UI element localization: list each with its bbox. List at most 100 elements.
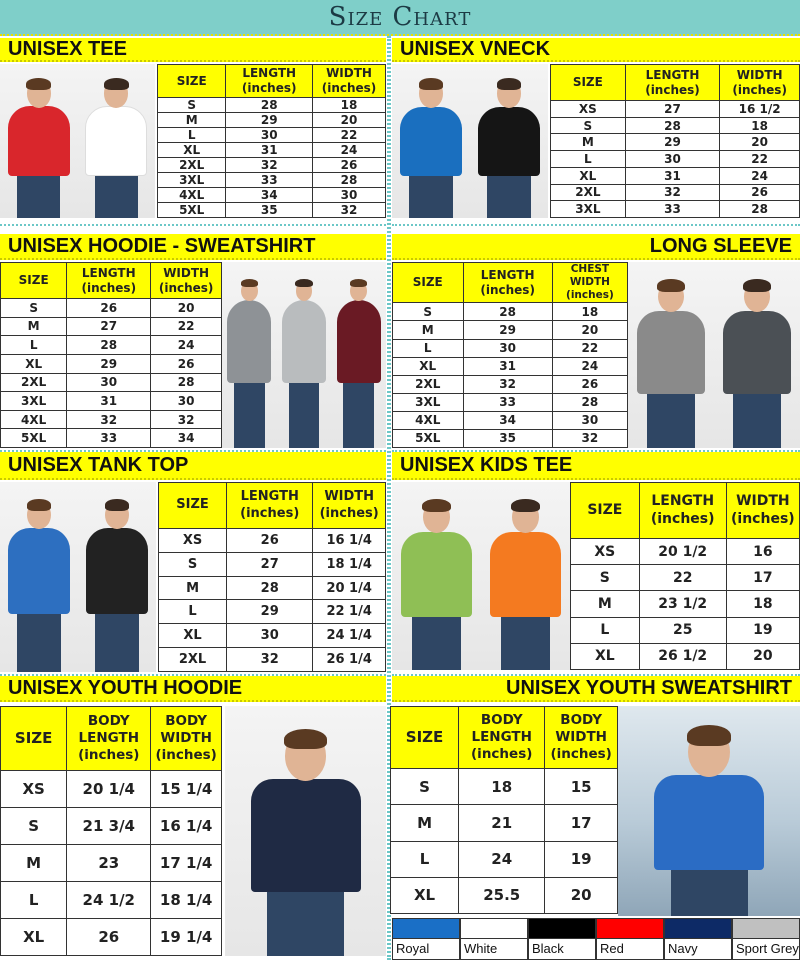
measurement-cell: 20 1/2 [638, 537, 727, 566]
section-divider [392, 450, 800, 460]
table-row: 4XL 32 32 [0, 409, 222, 430]
table-row: M 29 20 [156, 112, 386, 128]
section-title-text: LONG SLEEVE [649, 234, 792, 257]
column-header: WIDTH (inches) [719, 64, 800, 101]
measurement-cell: 30 [462, 338, 553, 358]
table-header-row: SIZE BODY LENGTH (inches) BODY WIDTH (inches… [389, 706, 618, 769]
measurement-cell: 34 [225, 187, 314, 203]
measurement-cell: 28 [226, 575, 314, 601]
page-title: Size Chart [328, 2, 472, 32]
measurement-cell: 32 [551, 428, 629, 449]
table-row: L 30 22 [156, 127, 386, 143]
measurement-cell: 26 [150, 353, 222, 374]
model-pants [17, 613, 61, 672]
model-shirt [636, 310, 706, 395]
table-row: M 29 20 [550, 133, 800, 152]
measurement-cell: 22 [719, 150, 800, 168]
table-row: L 30 22 [392, 338, 629, 358]
column-header-line: LENGTH [645, 67, 700, 82]
size-cell: S [389, 767, 460, 806]
measurement-cell: 24 [458, 840, 546, 878]
measurement-cell: 30 [66, 372, 152, 393]
measurement-cell: 33 [462, 392, 553, 412]
size-cell: L [392, 338, 464, 358]
size-cell: S [0, 807, 68, 845]
table-row: M 23 17 1/4 [0, 844, 222, 882]
column-header-line: (inches) [240, 505, 300, 521]
column-header: CHEST WIDTH (inches) [551, 261, 629, 304]
size-table-unisex-tee: SIZE LENGTH (inches) WIDTH (inches) S 28 18 M 29 2… [156, 64, 386, 218]
model-pants [500, 616, 551, 670]
size-table-unisex-vneck: SIZE LENGTH (inches) WIDTH (inches) XS 27 16 1/… [550, 64, 800, 218]
measurement-cell: 18 1/4 [150, 881, 222, 919]
model-photo-unisex-kids-tee [392, 482, 570, 670]
section-divider [392, 224, 800, 234]
table-row: 4XL 34 30 [156, 187, 386, 203]
model-hair [511, 498, 540, 513]
column-header: SIZE [392, 261, 464, 304]
model-pants [487, 175, 531, 218]
model-photo-unisex-tee [0, 64, 155, 218]
column-header-line: SIZE [572, 75, 603, 89]
table-row: L 24 19 [389, 840, 618, 878]
column-header: WIDTH (inches) [312, 482, 386, 529]
model-hair [687, 724, 731, 746]
model-hair [283, 728, 328, 750]
color-label: White [464, 941, 498, 956]
measurement-cell: 30 [551, 410, 629, 430]
column-header: SIZE [389, 706, 460, 769]
measurement-cell: 23 [66, 844, 152, 882]
measurement-cell: 18 [312, 97, 386, 113]
measurement-cell: 28 [150, 372, 222, 393]
table-row: M 29 20 [392, 320, 629, 340]
section-title-unisex-hoodie-sweatshirt: UNISEX HOODIE - SWEATSHIRT [0, 234, 386, 260]
model-shirt [7, 528, 71, 614]
model-hair [26, 499, 52, 511]
column-header-line: WIDTH [163, 265, 210, 280]
column-header: LENGTH (inches) [226, 482, 314, 529]
measurement-cell: 21 3/4 [66, 807, 152, 845]
size-cell: XS [157, 528, 228, 553]
measurement-cell: 27 [66, 316, 152, 337]
table-row: S 26 20 [0, 298, 222, 318]
column-header-line: (inches) [471, 745, 533, 762]
measurement-cell: 28 [225, 97, 314, 113]
color-swatch-red: Red [596, 918, 664, 960]
measurement-cell: 18 1/4 [312, 551, 386, 577]
model-pants [646, 394, 696, 448]
model-hair [26, 77, 52, 90]
color-swatch-sport-grey: Sport Grey [732, 918, 800, 960]
column-header-line: WIDTH [326, 66, 372, 80]
measurement-cell: 34 [150, 428, 222, 448]
model-photo-unisex-tank-top [0, 482, 156, 672]
column-header-line: (inches) [155, 746, 217, 763]
model-shirt [85, 106, 148, 176]
model-pants [94, 175, 138, 218]
size-cell: S [392, 302, 464, 322]
color-chip [529, 919, 595, 939]
measurement-cell: 26 [226, 528, 314, 553]
section-divider [392, 674, 800, 684]
size-cell: XS [0, 770, 68, 808]
section-divider [0, 450, 386, 460]
measurement-cell: 20 [725, 642, 800, 671]
column-header-line: SIZE [176, 73, 207, 88]
measurement-cell: 32 [624, 183, 721, 202]
column-header: BODY LENGTH (inches) [458, 706, 546, 769]
section-title-unisex-tank-top: UNISEX TANK TOP [0, 452, 386, 480]
section-title-text: UNISEX YOUTH SWEATSHIRT [506, 676, 792, 699]
measurement-cell: 25.5 [458, 876, 546, 915]
size-cell: 4XL [156, 187, 227, 203]
table-header-row: SIZE LENGTH (inches) WIDTH (inches) [0, 262, 222, 299]
measurement-cell: 16 1/4 [150, 807, 222, 845]
color-swatch-navy: Navy [664, 918, 732, 960]
measurement-cell: 19 [544, 840, 618, 878]
measurement-cell: 30 [150, 391, 222, 411]
model-shirt [85, 528, 149, 614]
measurement-cell: 29 [226, 599, 314, 625]
column-header-line: (inches) [319, 505, 379, 521]
measurement-cell: 30 [226, 623, 314, 649]
measurement-cell: 35 [462, 428, 553, 449]
column-header-line: SIZE [14, 729, 53, 748]
column-header: LENGTH (inches) [624, 64, 721, 101]
